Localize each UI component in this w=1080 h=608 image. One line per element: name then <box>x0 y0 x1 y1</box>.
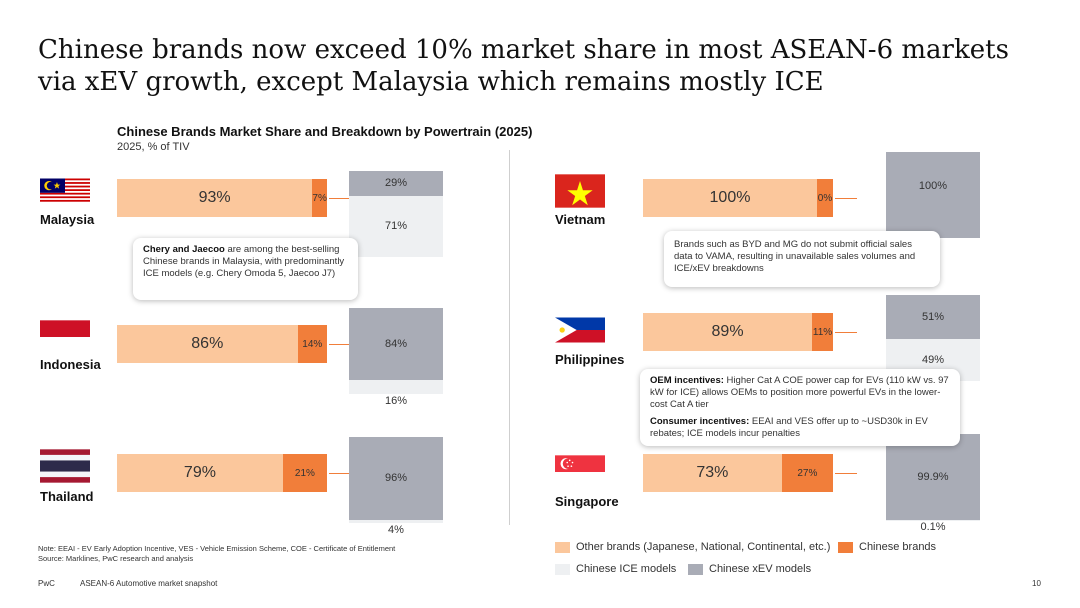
callout-vietnam: Brands such as BYD and MG do not submit … <box>664 231 940 287</box>
connector-line-indonesia <box>329 344 351 345</box>
powertrain-box-malaysia: 29% 71% <box>349 171 443 257</box>
headline: Chinese brands now exceed 10% market sha… <box>38 35 1009 97</box>
bar-segment-chinese-brands: 11% <box>812 313 833 351</box>
footer-doc-title: ASEAN-6 Automotive market snapshot <box>80 579 218 588</box>
country-label-indonesia: Indonesia <box>40 357 101 372</box>
callout-oem-text: Higher Cat A COE power cap for EVs (110 … <box>650 375 949 410</box>
country-label-singapore: Singapore <box>555 494 619 509</box>
vietnam-flag-icon <box>555 174 605 208</box>
powertrain-box-vietnam: 100% <box>886 152 980 238</box>
country-label-vietnam: Vietnam <box>555 212 606 227</box>
bar-segment-other-brands: 89% <box>643 313 813 351</box>
legend-swatch-xev <box>688 563 703 575</box>
callout-malaysia-text: are among the best-selling Chinese brand… <box>143 244 345 279</box>
legend-other-brands: Other brands (Japanese, National, Contin… <box>555 541 830 553</box>
legend-label-ice: Chinese ICE models <box>576 563 677 575</box>
philippines-flag-icon <box>555 313 605 347</box>
legend-label-other: Other brands (Japanese, National, Contin… <box>576 541 831 553</box>
bar-segment-chinese-brands: 0% <box>817 179 833 217</box>
legend-chinese-ice: Chinese ICE models <box>555 563 676 575</box>
thailand-flag-icon <box>40 449 90 483</box>
chart-subtitle: 2025, % of TIV <box>117 141 190 153</box>
country-label-malaysia: Malaysia <box>40 212 95 227</box>
box-segment-xev: 29% <box>349 171 443 196</box>
bar-segment-other-brands: 86% <box>117 325 298 363</box>
callout-oem-bold: OEM incentives: <box>650 375 724 386</box>
legend-label-chinese: Chinese brands <box>859 541 937 553</box>
powertrain-box-thailand: 96% <box>349 437 443 523</box>
bar-segment-chinese-brands: 27% <box>781 454 833 492</box>
box-segment-xev: 96% <box>349 437 443 520</box>
callout-vietnam-text: Brands such as BYD and MG do not submit … <box>674 239 916 274</box>
callout-consumer-bold: Consumer incentives: <box>650 416 750 427</box>
note-line: Note: EEAI - EV Early Adoption Incentive… <box>38 544 396 553</box>
market-share-bar-philippines: 89% 11% <box>643 313 833 351</box>
box-segment-ice: 71% <box>349 195 443 257</box>
singapore-flag-icon <box>555 455 605 489</box>
box-label-ice-outside-indonesia: 16% <box>384 395 408 407</box>
box-label-ice-outside-thailand: 4% <box>388 524 404 536</box>
bar-segment-other-brands: 79% <box>117 454 283 492</box>
market-share-bar-thailand: 79% 21% <box>117 454 327 492</box>
bar-segment-other-brands: 100% <box>643 179 817 217</box>
market-share-bar-indonesia: 86% 14% <box>117 325 327 363</box>
callout-malaysia-bold: Chery and Jaecoo <box>143 244 225 255</box>
connector-line-singapore <box>835 473 857 474</box>
box-segment-xev: 99.9% <box>886 434 980 520</box>
page-number: 10 <box>1032 579 1041 588</box>
column-divider <box>509 150 510 525</box>
market-share-bar-vietnam: 100% 0% <box>643 179 833 217</box>
powertrain-box-indonesia: 84% <box>349 308 443 394</box>
box-segment-xev: 51% <box>886 295 980 339</box>
callout-consumer-text: EEAI and VES offer up to ~USD30k in EV r… <box>650 416 928 439</box>
footer-brand: PwC <box>38 579 55 588</box>
legend-chinese-brands: Chinese brands <box>838 541 936 553</box>
legend-swatch-other <box>555 541 570 553</box>
malaysia-flag-icon <box>40 174 90 208</box>
market-share-bar-malaysia: 93% 7% <box>117 179 327 217</box>
bar-segment-other-brands: 93% <box>117 179 313 217</box>
connector-line-malaysia <box>329 198 351 199</box>
callout-singapore: OEM incentives: Higher Cat A COE power c… <box>640 369 960 446</box>
powertrain-box-singapore: 99.9% <box>886 434 980 520</box>
connector-line-philippines <box>835 332 857 333</box>
bar-segment-chinese-brands: 7% <box>312 179 327 217</box>
box-segment-ice <box>349 380 443 394</box>
box-label-ice-outside-singapore: 0.1% <box>920 521 946 533</box>
country-label-thailand: Thailand <box>40 489 94 504</box>
callout-malaysia: Chery and Jaecoo are among the best-sell… <box>133 238 358 300</box>
indonesia-flag-icon <box>40 320 90 354</box>
source-note: Note: EEAI - EV Early Adoption Incentive… <box>38 544 395 564</box>
legend-label-xev: Chinese xEV models <box>709 563 812 575</box>
bar-segment-other-brands: 73% <box>643 454 782 492</box>
box-segment-ice <box>349 519 443 523</box>
legend-chinese-xev: Chinese xEV models <box>688 563 811 575</box>
box-segment-xev: 84% <box>349 308 443 381</box>
country-label-philippines: Philippines <box>555 352 625 367</box>
bar-segment-chinese-brands: 21% <box>282 454 327 492</box>
box-segment-xev: 100% <box>886 152 980 238</box>
market-share-bar-singapore: 73% 27% <box>643 454 833 492</box>
connector-line-thailand <box>329 473 351 474</box>
source-line: Source: Marklines, PwC research and anal… <box>38 554 194 563</box>
bar-segment-chinese-brands: 14% <box>297 325 327 363</box>
connector-line-vietnam <box>835 198 857 199</box>
legend-swatch-chinese <box>838 541 853 553</box>
legend-swatch-ice <box>555 563 570 575</box>
chart-title: Chinese Brands Market Share and Breakdow… <box>117 124 533 139</box>
